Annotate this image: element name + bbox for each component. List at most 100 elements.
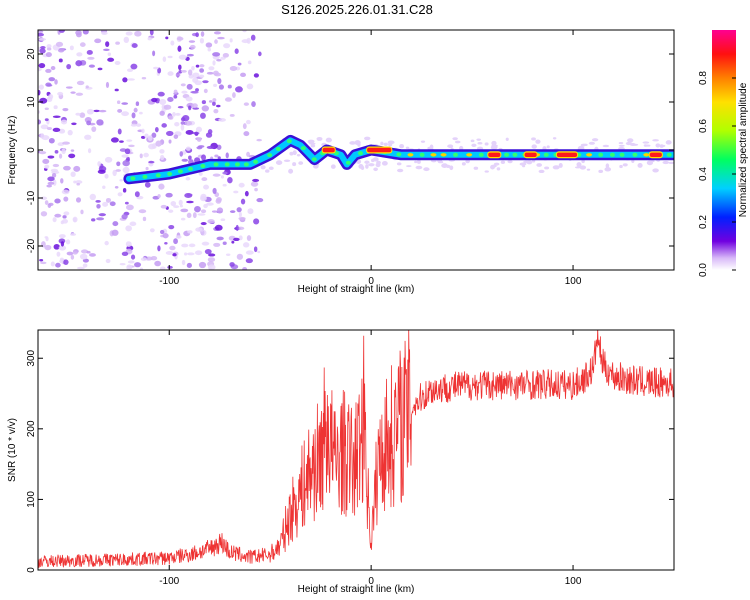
ridge-segment-strong (322, 147, 335, 153)
noise-blob (665, 140, 672, 145)
noise-blob (48, 137, 55, 144)
noise-blob (97, 67, 103, 71)
noise-blob (213, 108, 219, 114)
noise-blob (172, 112, 176, 117)
noise-blob (213, 242, 221, 247)
noise-blob (199, 74, 205, 78)
ridge-blob (609, 152, 615, 157)
noise-blob (173, 89, 178, 94)
ridge-blob (142, 174, 148, 179)
noise-blob (491, 140, 497, 146)
noise-blob (360, 165, 365, 170)
noise-blob (229, 65, 238, 71)
noise-blob (121, 111, 130, 117)
noise-blob (76, 80, 85, 86)
noise-blob (105, 81, 110, 88)
noise-blob (180, 117, 186, 122)
noise-blob (223, 43, 231, 49)
noise-blob (184, 120, 193, 126)
noise-blob (175, 112, 181, 116)
noise-blob (177, 45, 182, 52)
noise-blob (257, 250, 261, 254)
noise-blob (98, 213, 106, 217)
noise-blob (598, 169, 604, 173)
noise-blob (234, 48, 239, 54)
noise-blob (175, 235, 182, 239)
noise-blob (216, 207, 224, 214)
noise-blob (141, 77, 147, 80)
noise-blob (119, 179, 123, 182)
noise-blob (60, 220, 64, 225)
noise-blob (627, 138, 634, 143)
noise-blob (70, 91, 76, 94)
noise-blob (586, 168, 591, 171)
ridge-blob-yellow (466, 153, 473, 157)
noise-blob (50, 261, 55, 267)
noise-blob (452, 137, 458, 141)
noise-blob (46, 47, 52, 51)
colorbar: 0.0 0.2 0.4 0.6 0.8 Normalized spectral ampl… (698, 30, 749, 277)
noise-blob (605, 163, 610, 169)
noise-blob (242, 30, 247, 33)
noise-blob (427, 146, 434, 150)
noise-blob (222, 241, 227, 245)
snr-y-label: SNR (10 * v/v) (7, 418, 18, 482)
noise-blob (622, 163, 628, 167)
noise-blob (89, 193, 96, 201)
noise-blob (159, 98, 167, 106)
noise-blob (254, 187, 258, 192)
noise-blob (200, 229, 207, 236)
noise-blob (149, 30, 154, 36)
noise-blob (405, 146, 410, 150)
x-tick-label: 0 (368, 276, 374, 287)
noise-blob (195, 64, 200, 68)
noise-blob (168, 115, 174, 120)
noise-blob (461, 162, 466, 166)
noise-blob (604, 167, 612, 172)
figure-title: S126.2025.226.01.31.C28 (281, 2, 433, 17)
noise-blob (165, 192, 173, 198)
colorbar-tick-label: 0.2 (698, 215, 709, 229)
noise-blob (58, 30, 65, 33)
noise-blob (127, 260, 135, 264)
noise-blob (60, 178, 64, 184)
noise-blob (655, 143, 661, 148)
noise-blob (245, 119, 251, 125)
ridge-blob (453, 152, 459, 157)
noise-blob (165, 251, 174, 255)
noise-blob (186, 252, 195, 256)
noise-blob (222, 183, 227, 187)
noise-blob (200, 112, 206, 119)
noise-blob (105, 41, 110, 47)
noise-blob (201, 177, 208, 182)
noise-blob (218, 84, 225, 90)
noise-blob (80, 249, 89, 254)
noise-blob (192, 107, 200, 110)
noise-blob (157, 194, 161, 199)
noise-blob (115, 169, 122, 172)
noise-blob (144, 181, 151, 188)
noise-blob (40, 261, 47, 265)
noise-blob (490, 165, 495, 170)
noise-blob (233, 237, 240, 242)
noise-blob (84, 134, 92, 140)
noise-blob (185, 146, 191, 151)
noise-blob (546, 145, 550, 149)
noise-blob (173, 238, 178, 245)
noise-blob (122, 187, 127, 193)
noise-blob (57, 47, 65, 53)
noise-blob (50, 168, 59, 172)
noise-blob (167, 265, 173, 269)
noise-blob (247, 208, 254, 215)
colorbar-tick-label: 0.0 (698, 263, 709, 277)
colorbar-tick-label: 0.6 (698, 119, 709, 133)
noise-blob (220, 218, 226, 222)
noise-blob (47, 176, 55, 182)
x-tick-label: -100 (159, 576, 179, 587)
noise-blob (186, 83, 193, 90)
noise-blob (154, 126, 159, 133)
noise-blob (298, 161, 304, 165)
noise-blob (397, 168, 404, 173)
noise-blob (143, 152, 149, 158)
noise-blob (216, 59, 222, 62)
